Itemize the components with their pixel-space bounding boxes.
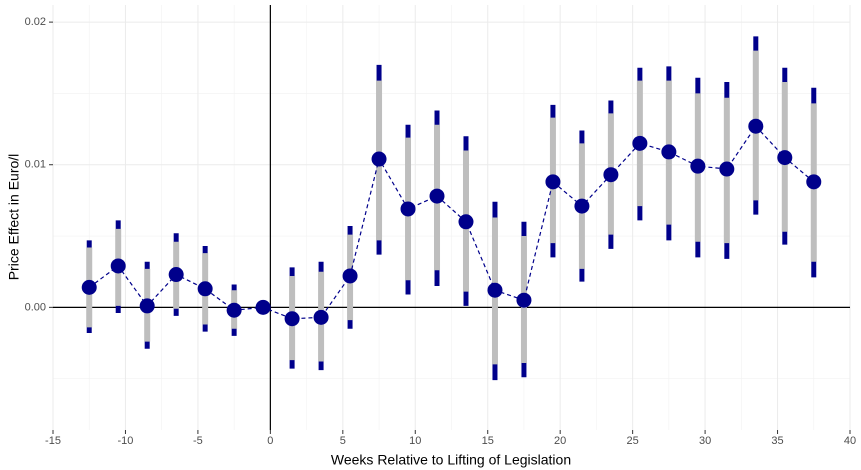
point — [777, 150, 793, 166]
point — [429, 188, 445, 204]
point — [197, 281, 213, 297]
point — [690, 158, 706, 174]
x-tick-label: -5 — [193, 435, 203, 447]
point — [516, 292, 532, 308]
x-axis-title: Weeks Relative to Lifting of Legislation — [331, 452, 571, 468]
point — [342, 268, 358, 284]
point — [110, 258, 126, 274]
point — [139, 298, 155, 314]
point — [603, 167, 619, 183]
x-tick-label: 5 — [340, 435, 346, 447]
point — [574, 198, 590, 214]
point — [371, 151, 387, 167]
point — [458, 214, 474, 230]
point — [719, 161, 735, 177]
point — [632, 135, 648, 151]
point — [487, 282, 503, 298]
point — [545, 174, 561, 190]
y-tick-label: 0.01 — [25, 159, 46, 171]
point — [748, 118, 764, 134]
point — [226, 302, 242, 318]
x-tick-label: 25 — [627, 435, 639, 447]
point — [806, 174, 822, 190]
point — [255, 299, 271, 315]
point — [168, 267, 184, 283]
y-tick-label: 0.00 — [25, 301, 46, 313]
x-tick-label: 0 — [267, 435, 273, 447]
x-tick-label: 40 — [844, 435, 856, 447]
x-tick-label: -10 — [118, 435, 134, 447]
point — [81, 279, 97, 295]
x-tick-label: 35 — [771, 435, 783, 447]
point — [313, 309, 329, 325]
x-tick-label: 30 — [699, 435, 711, 447]
point — [661, 144, 677, 160]
x-tick-label: 10 — [409, 435, 421, 447]
y-axis-title: Price Effect in Euro/l — [6, 154, 22, 281]
x-tick-label: 20 — [554, 435, 566, 447]
point — [400, 201, 416, 217]
y-tick-label: 0.02 — [25, 16, 46, 28]
x-tick-label: 15 — [482, 435, 494, 447]
point — [284, 311, 300, 327]
x-tick-label: -15 — [45, 435, 61, 447]
